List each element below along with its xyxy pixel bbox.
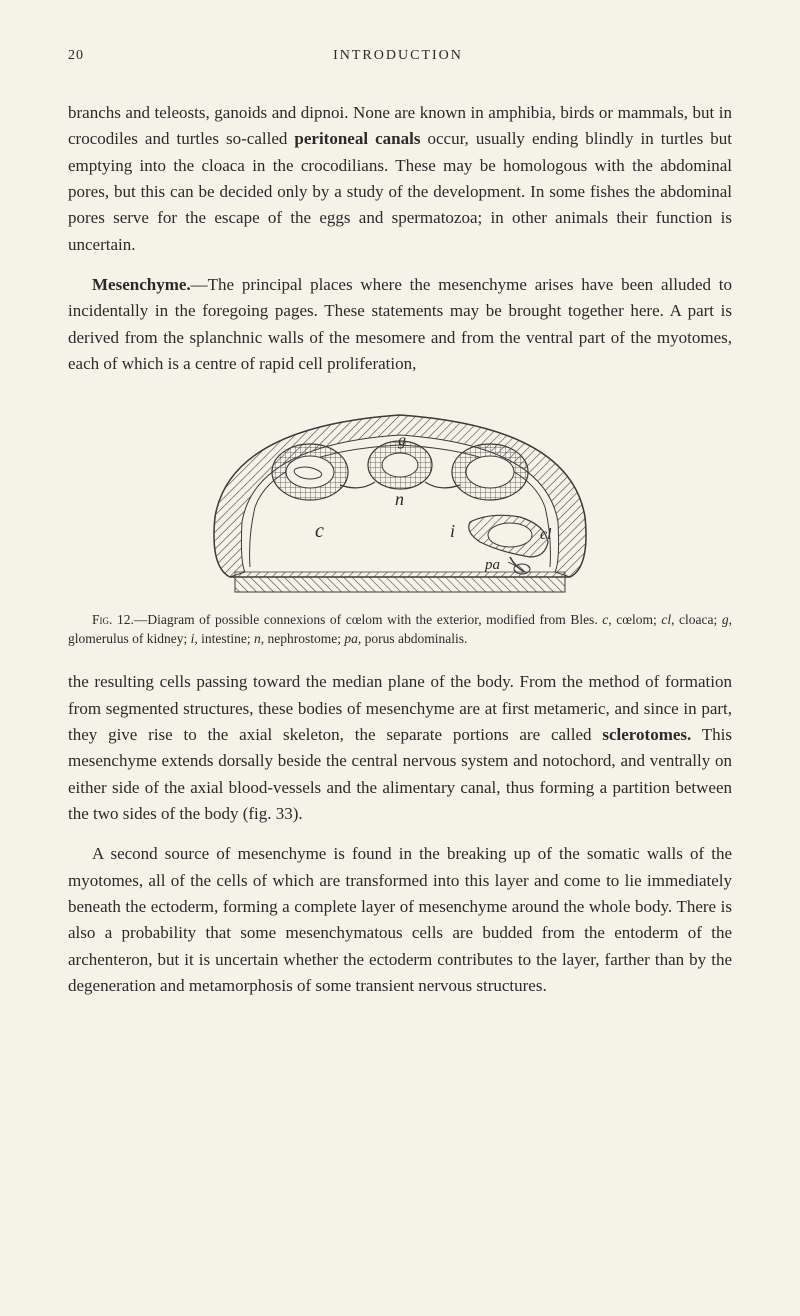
- figure-container: n g c i cl pa: [68, 397, 732, 597]
- label-cl: cl: [540, 526, 552, 543]
- caption-num: 12.—Diagram of possible connexions of cœ…: [112, 612, 602, 627]
- caption-i-desc: , intestine;: [194, 631, 254, 646]
- p2-bold: Mesenchyme.: [92, 275, 191, 294]
- paragraph-3: the resulting cells passing toward the m…: [68, 669, 732, 827]
- p1-bold: peritoneal canals: [294, 129, 420, 148]
- figure-caption: Fig. 12.—Diagram of possible connexions …: [68, 611, 732, 649]
- caption-cl-desc: , cloaca;: [671, 612, 722, 627]
- label-n: n: [395, 489, 404, 509]
- p4-text: A second source of mesenchyme is found i…: [68, 844, 732, 995]
- caption-n: n: [254, 631, 261, 646]
- paragraph-1: branchs and teleosts, ganoids and dipnoi…: [68, 100, 732, 258]
- caption-g: g: [722, 612, 729, 627]
- page-number: 20: [68, 48, 84, 64]
- paragraph-4: A second source of mesenchyme is found i…: [68, 841, 732, 999]
- caption-n-desc: , nephrostome;: [261, 631, 345, 646]
- label-i: i: [450, 521, 455, 541]
- caption-fig: Fig.: [92, 612, 112, 627]
- caption-pa-desc: , porus abdominalis.: [358, 631, 468, 646]
- section-title: INTRODUCTION: [84, 48, 712, 64]
- caption-pa: pa: [344, 631, 358, 646]
- figure-diagram: n g c i cl pa: [180, 397, 620, 597]
- paragraph-2: Mesenchyme.—The principal places where t…: [68, 272, 732, 377]
- caption-c-desc: , cœlom;: [608, 612, 661, 627]
- caption-cl: cl: [661, 612, 671, 627]
- p3-bold: sclerotomes.: [602, 725, 691, 744]
- header-spacer: [712, 48, 732, 64]
- label-pa: pa: [484, 557, 500, 573]
- page-header: 20 INTRODUCTION: [68, 48, 732, 64]
- label-c: c: [315, 520, 324, 542]
- label-g: g: [398, 432, 406, 449]
